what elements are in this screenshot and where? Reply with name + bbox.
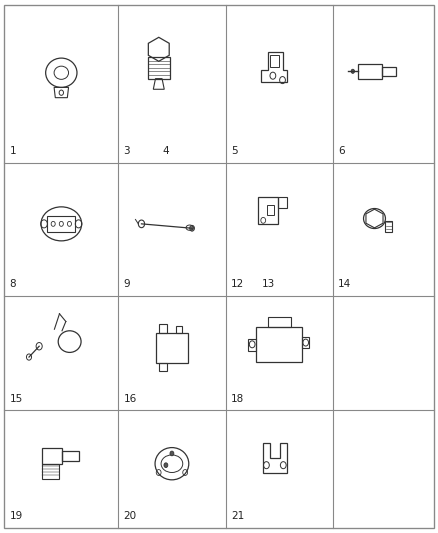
Text: 19: 19 — [10, 511, 23, 521]
Text: 4: 4 — [163, 146, 170, 156]
Bar — [159, 363, 167, 372]
Text: 3: 3 — [124, 146, 130, 156]
Bar — [267, 205, 274, 215]
Text: 18: 18 — [231, 394, 244, 404]
Circle shape — [164, 463, 168, 467]
Text: 21: 21 — [231, 511, 244, 521]
Text: 16: 16 — [124, 394, 137, 404]
Text: 5: 5 — [231, 146, 237, 156]
Text: 20: 20 — [124, 511, 137, 521]
Text: 1: 1 — [10, 146, 16, 156]
Bar — [156, 333, 188, 363]
Bar — [268, 317, 291, 327]
Text: 14: 14 — [338, 279, 351, 289]
Text: 12: 12 — [231, 279, 244, 289]
Bar — [177, 326, 182, 333]
Text: 8: 8 — [10, 279, 16, 289]
Bar — [159, 324, 167, 333]
Circle shape — [351, 69, 354, 74]
Bar — [270, 55, 279, 67]
Circle shape — [170, 451, 174, 456]
Text: 6: 6 — [338, 146, 345, 156]
Text: 15: 15 — [10, 394, 23, 404]
Circle shape — [190, 225, 194, 231]
Bar — [47, 216, 75, 231]
Text: 13: 13 — [261, 279, 275, 289]
Text: 9: 9 — [124, 279, 130, 289]
